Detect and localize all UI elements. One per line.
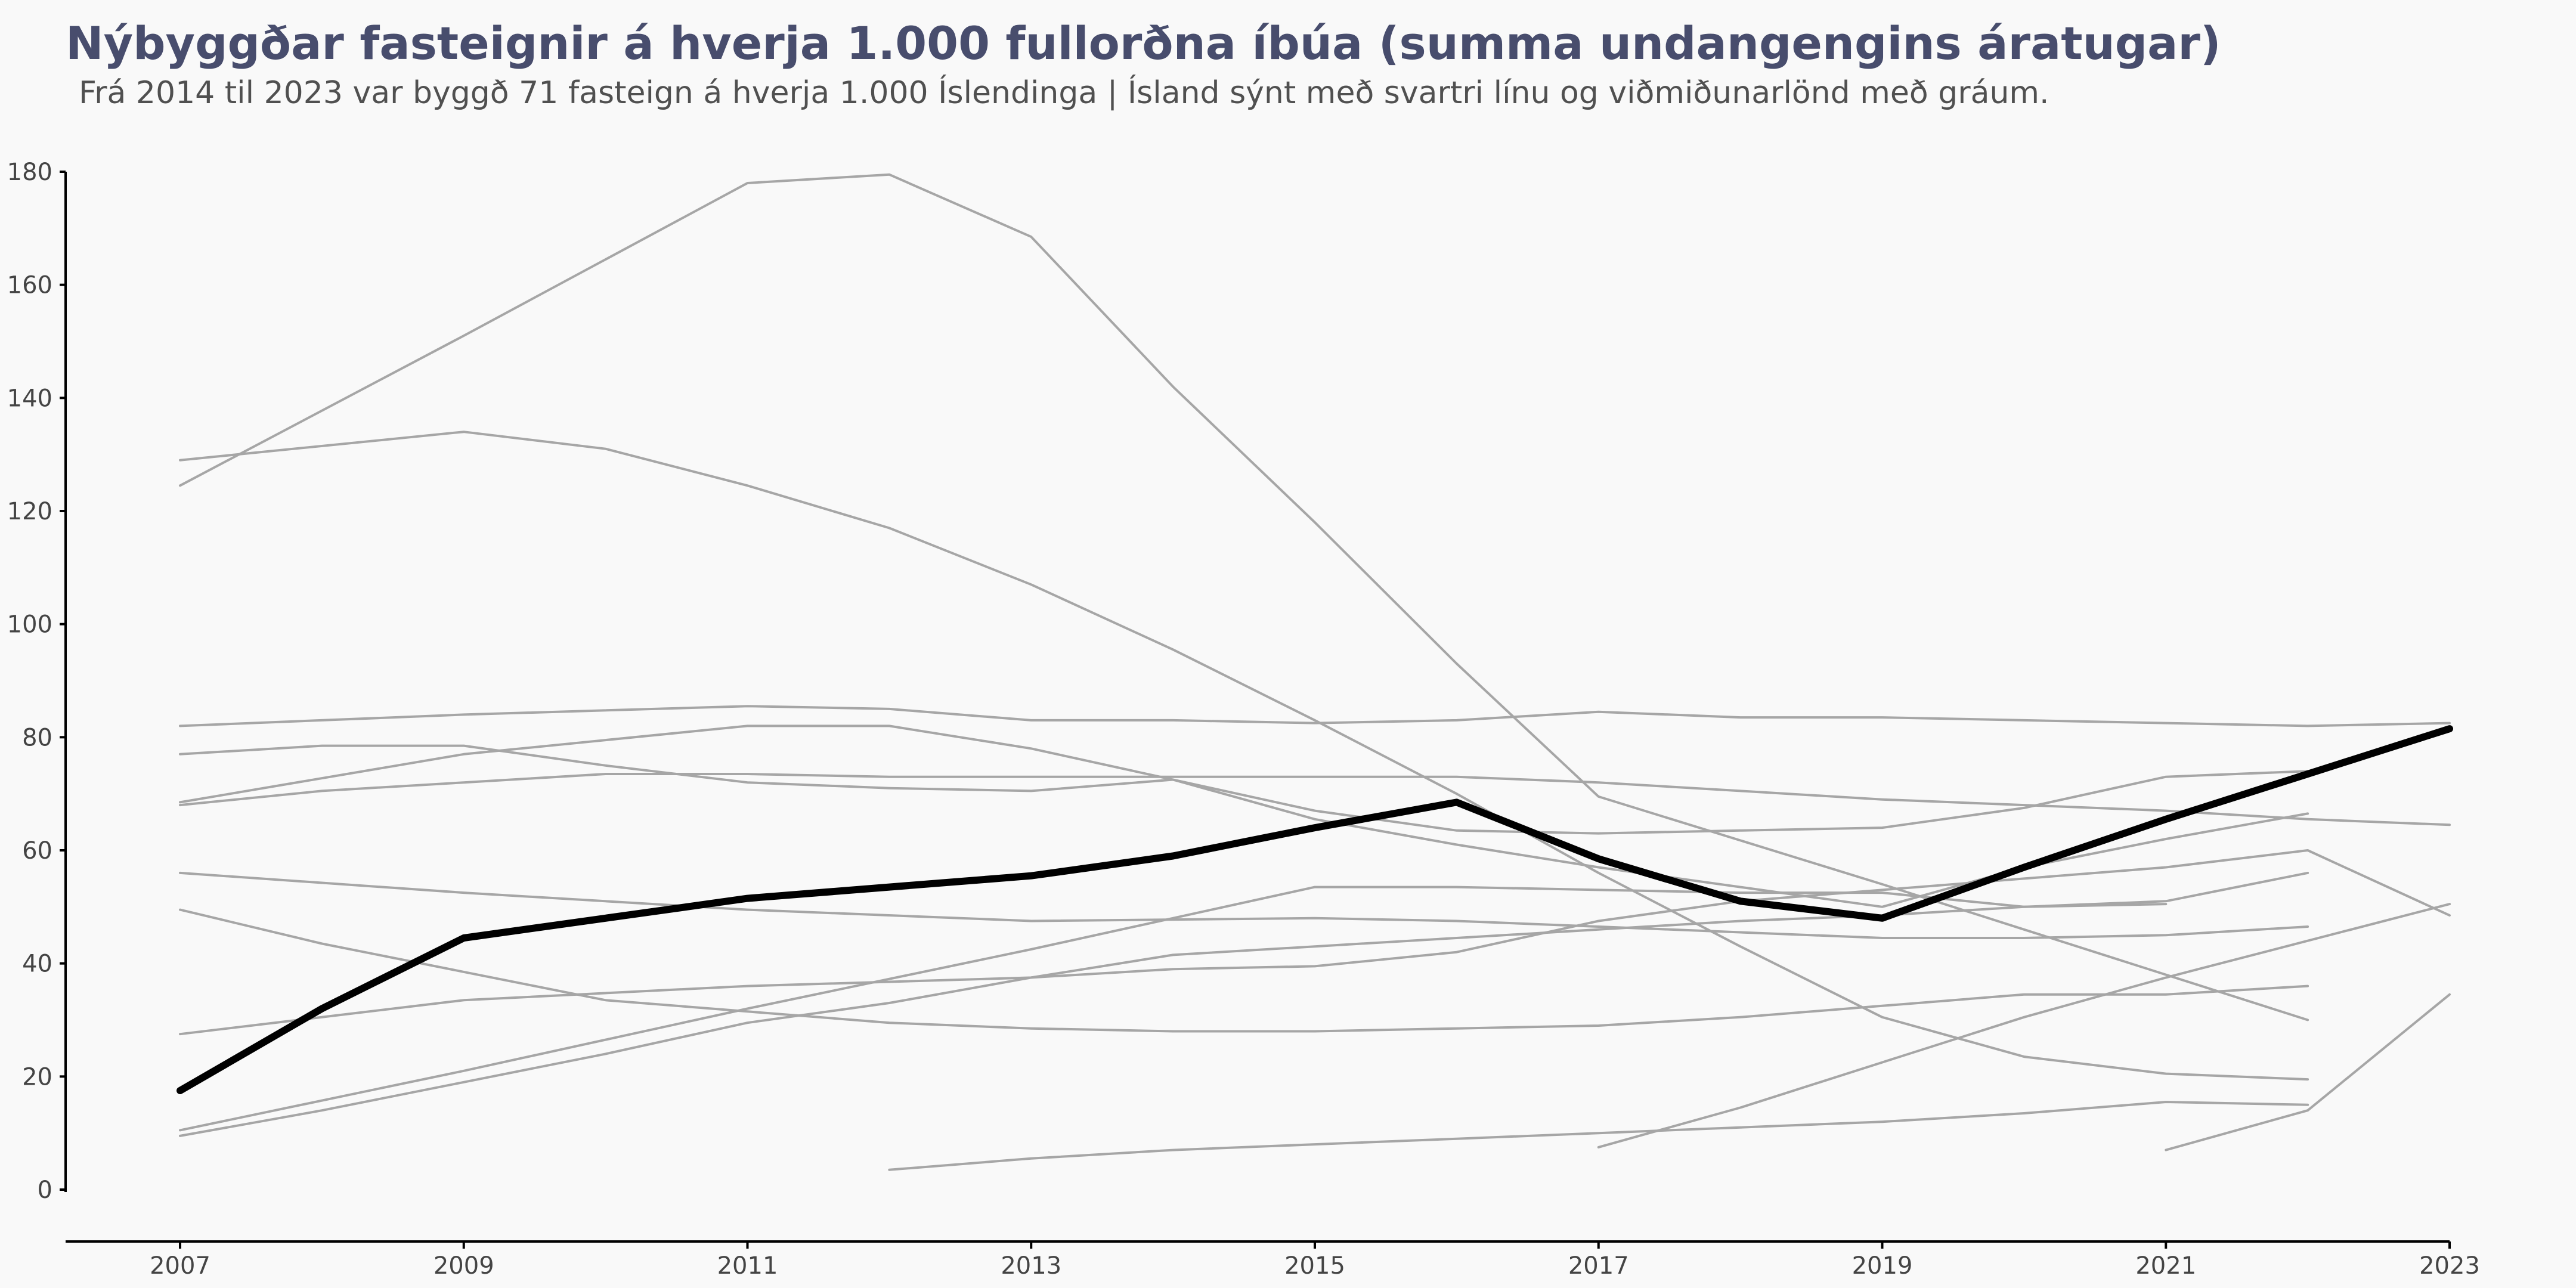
- x-tick-label-2015: 2015: [1284, 1252, 1345, 1280]
- x-tick-label-2023: 2023: [2419, 1252, 2480, 1280]
- y-tick-label-180: 180: [7, 159, 52, 186]
- comparison-series-line-3: [179, 705, 2451, 727]
- y-tick-label-60: 60: [22, 837, 52, 865]
- comparison-series-line-10: [179, 886, 2168, 1132]
- series-layer: [177, 173, 2453, 1171]
- chart-subtitle: Frá 2014 til 2023 var byggð 71 fasteign …: [79, 75, 2049, 111]
- x-tick-label-2011: 2011: [717, 1252, 778, 1280]
- comparison-series-line-4: [179, 773, 2451, 826]
- x-tick-label-2007: 2007: [150, 1252, 210, 1280]
- y-tick-label-0: 0: [38, 1176, 52, 1204]
- comparison-series-line-12: [888, 1101, 2309, 1171]
- comparison-series-line-1: [179, 173, 2309, 1021]
- y-tick-label-140: 140: [7, 385, 52, 412]
- chart-title: Nýbyggðar fasteignir á hverja 1.000 full…: [66, 17, 2221, 70]
- comparison-series-line-8: [179, 908, 2309, 1033]
- x-tick-label-2009: 2009: [434, 1252, 494, 1280]
- axes-layer: 0 20 40 60 80 100 120 140 160 180 2007 2009 2011 2013…: [7, 159, 2480, 1280]
- y-tick-label-40: 40: [22, 950, 52, 978]
- y-tick-label-160: 160: [7, 272, 52, 299]
- comparison-series-line-14: [2165, 993, 2451, 1151]
- x-tick-label-2019: 2019: [1852, 1252, 1913, 1280]
- y-tick-label-20: 20: [22, 1063, 52, 1091]
- comparison-series-line-9: [179, 849, 2451, 1036]
- comparison-series-line-2: [179, 431, 2309, 1081]
- x-tick-label-2017: 2017: [1568, 1252, 1629, 1280]
- comparison-series-line-11: [179, 871, 2309, 1137]
- comparison-series-line-13: [1597, 903, 2451, 1148]
- comparison-series-line-5: [179, 744, 2309, 835]
- x-tick-label-2021: 2021: [2135, 1252, 2196, 1280]
- y-tick-label-80: 80: [22, 724, 52, 751]
- y-tick-label-120: 120: [7, 498, 52, 525]
- iceland-series-line: [177, 725, 2453, 1094]
- x-tick-label-2013: 2013: [1001, 1252, 1061, 1280]
- y-tick-label-100: 100: [7, 611, 52, 639]
